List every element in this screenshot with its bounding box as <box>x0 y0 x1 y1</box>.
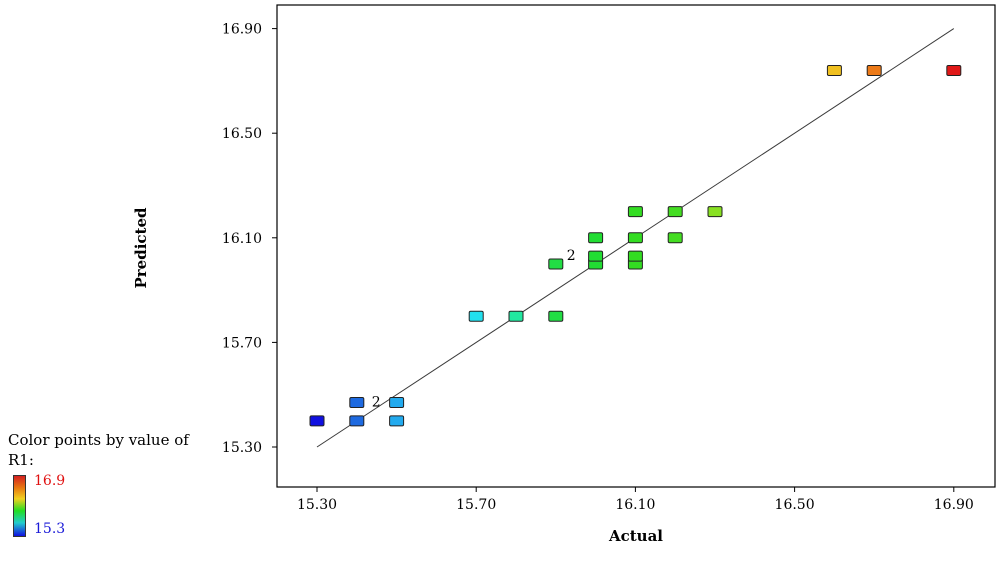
plot-frame <box>276 4 996 488</box>
x-tick-label: 16.50 <box>775 497 815 513</box>
data-point <box>389 415 405 427</box>
y-tick-label: 15.70 <box>222 335 262 351</box>
point-count-label: 2 <box>372 395 381 411</box>
data-point <box>588 232 604 244</box>
data-point <box>627 206 643 218</box>
data-point <box>468 310 484 322</box>
y-axis: 15.30 15.70 16.10 16.50 16.90 <box>222 22 277 456</box>
data-point <box>548 258 564 270</box>
y-axis-title: Predicted <box>132 207 150 289</box>
x-tick-label: 16.90 <box>934 497 974 513</box>
data-point <box>707 206 723 218</box>
data-point <box>627 232 643 244</box>
data-point <box>349 397 365 409</box>
color-gradient-bar <box>13 475 26 537</box>
y-tick-label: 16.10 <box>222 231 262 247</box>
data-point <box>309 415 325 427</box>
y-tick-label: 16.90 <box>222 22 262 38</box>
point-count-label: 2 <box>567 248 576 264</box>
color-legend-title: Color points by value of R1: <box>8 431 189 469</box>
data-point <box>588 250 604 262</box>
data-point <box>667 206 683 218</box>
data-point <box>826 64 842 76</box>
y-tick-label: 16.50 <box>222 126 262 142</box>
data-point <box>548 310 564 322</box>
x-axis: 15.30 15.70 16.10 16.50 16.90 <box>297 487 974 513</box>
color-legend-min: 15.3 <box>34 521 66 537</box>
x-tick-label: 15.70 <box>456 497 496 513</box>
data-point <box>667 232 683 244</box>
data-point <box>349 415 365 427</box>
data-point <box>627 250 643 262</box>
y-tick-label: 15.30 <box>222 440 262 456</box>
x-axis-title: Actual <box>608 527 663 545</box>
data-point <box>389 397 405 409</box>
x-tick-label: 16.10 <box>615 497 655 513</box>
x-tick-label: 15.30 <box>297 497 337 513</box>
data-point <box>946 64 962 76</box>
data-points <box>309 64 962 427</box>
data-point <box>866 64 882 76</box>
data-point <box>508 310 524 322</box>
color-legend-max: 16.9 <box>34 473 66 489</box>
point-annotations: 22 <box>372 248 576 410</box>
